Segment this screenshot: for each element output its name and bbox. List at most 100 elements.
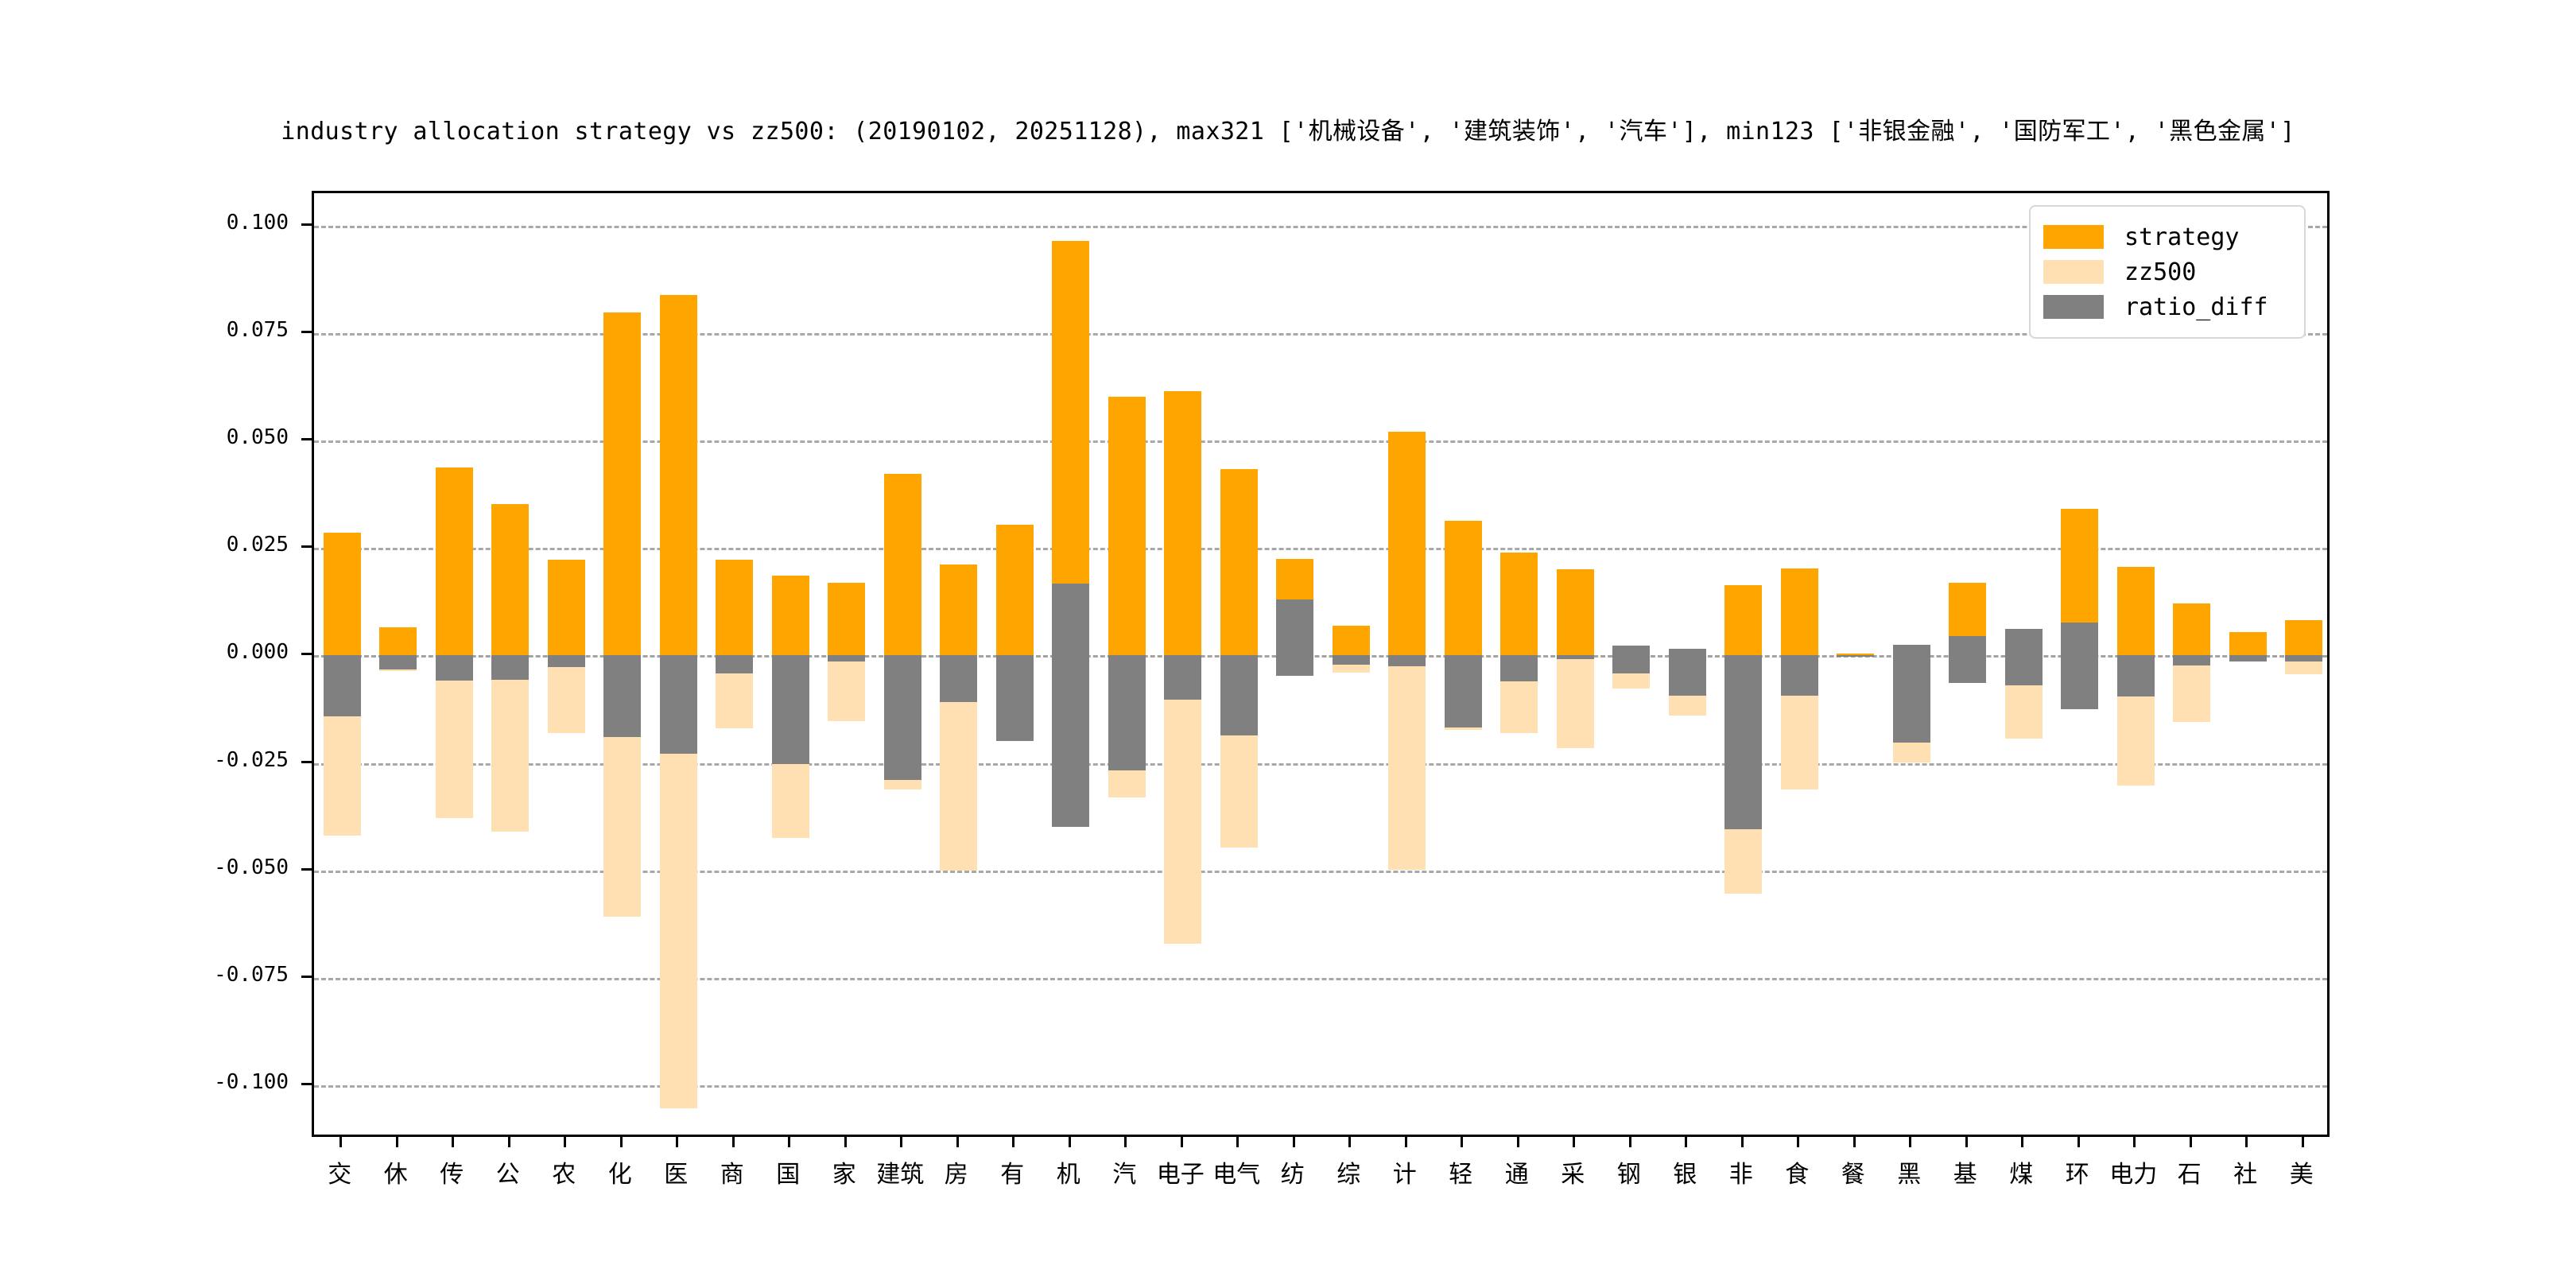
bar-segment-ratio-diff bbox=[1500, 655, 1538, 681]
bar-segment-strategy bbox=[547, 560, 585, 656]
bar-segment-strategy bbox=[940, 564, 977, 656]
bar-segment-strategy bbox=[1164, 390, 1201, 656]
y-tick-label: -0.050 bbox=[214, 855, 289, 879]
x-tick-mark bbox=[2021, 1137, 2024, 1147]
bar-segment-ratio-diff bbox=[1556, 655, 1594, 659]
bar-group bbox=[547, 193, 585, 1135]
bar-segment-ratio-diff bbox=[995, 655, 1034, 742]
bar-segment-ratio-diff bbox=[2061, 622, 2098, 709]
bar-segment-ratio-diff bbox=[1276, 599, 1313, 676]
bar-group bbox=[1164, 193, 1201, 1135]
x-tick-label: 非 bbox=[1728, 1161, 1753, 1189]
x-tick-mark bbox=[1180, 1137, 1183, 1147]
x-tick-label: 美 bbox=[2289, 1161, 2314, 1189]
bar-segment-ratio-diff bbox=[379, 655, 417, 669]
x-tick-label: 建筑 bbox=[876, 1161, 925, 1189]
bar-group bbox=[491, 193, 529, 1135]
bar-group bbox=[716, 193, 753, 1135]
bar-segment-strategy bbox=[435, 467, 473, 656]
bar-segment-zz500 bbox=[2173, 655, 2210, 723]
x-tick-mark bbox=[339, 1137, 343, 1147]
x-tick-mark bbox=[676, 1137, 679, 1147]
x-tick-label: 银 bbox=[1673, 1161, 1697, 1189]
bar-segment-ratio-diff bbox=[491, 655, 529, 681]
x-tick-mark bbox=[1797, 1137, 1800, 1147]
gridline bbox=[314, 978, 2327, 981]
x-tick-label: 家 bbox=[832, 1161, 856, 1189]
bar-segment-strategy bbox=[2173, 603, 2210, 656]
x-tick-mark bbox=[1404, 1137, 1407, 1147]
bar-group bbox=[2116, 193, 2155, 1135]
x-tick-label: 电气 bbox=[1212, 1161, 1261, 1189]
bar-segment-strategy bbox=[716, 560, 753, 656]
bar-group bbox=[2285, 193, 2322, 1135]
bar-segment-strategy bbox=[995, 524, 1034, 656]
bar-group bbox=[771, 193, 809, 1135]
bar-group bbox=[1220, 193, 1258, 1135]
plot-area bbox=[312, 191, 2330, 1137]
bar-segment-strategy bbox=[1220, 469, 1258, 656]
bar-segment-ratio-diff bbox=[1724, 655, 1762, 829]
bar-segment-strategy bbox=[1556, 569, 1594, 656]
x-tick-mark bbox=[788, 1137, 791, 1147]
x-tick-mark bbox=[1124, 1137, 1127, 1147]
bar-group bbox=[1276, 193, 1313, 1135]
bar-group bbox=[1612, 193, 1650, 1135]
bar-group bbox=[1444, 193, 1482, 1135]
x-tick-label: 轻 bbox=[1449, 1161, 1473, 1189]
chart-title: industry allocation strategy vs zz500: (… bbox=[281, 118, 2295, 145]
x-tick-mark bbox=[619, 1137, 623, 1147]
bar-segment-ratio-diff bbox=[771, 655, 809, 764]
bar-group bbox=[2173, 193, 2210, 1135]
x-tick-mark bbox=[900, 1137, 903, 1147]
x-tick-label: 煤 bbox=[2009, 1161, 2034, 1189]
bar-segment-strategy bbox=[2116, 566, 2155, 656]
x-tick-mark bbox=[2301, 1137, 2304, 1147]
y-tick-mark bbox=[301, 867, 312, 871]
bar-group bbox=[379, 193, 417, 1135]
x-tick-label: 国 bbox=[776, 1161, 801, 1189]
legend-label-zz500: zz500 bbox=[2124, 258, 2197, 286]
x-tick-mark bbox=[1068, 1137, 1071, 1147]
y-tick-label: 0.050 bbox=[226, 425, 289, 450]
bar-group bbox=[883, 193, 921, 1135]
bar-group bbox=[828, 193, 865, 1135]
legend-item-strategy: strategy bbox=[2043, 219, 2290, 254]
bar-segment-ratio-diff bbox=[435, 655, 473, 681]
x-tick-mark bbox=[1236, 1137, 1240, 1147]
y-tick-mark bbox=[301, 223, 312, 226]
x-tick-label: 计 bbox=[1392, 1161, 1417, 1189]
x-tick-label: 黑 bbox=[1897, 1161, 1922, 1189]
y-tick-label: -0.075 bbox=[214, 963, 289, 987]
bar-segment-strategy bbox=[1108, 397, 1146, 656]
x-tick-mark bbox=[1965, 1137, 1968, 1147]
legend-swatch-zz500 bbox=[2043, 260, 2104, 284]
x-tick-mark bbox=[1909, 1137, 1912, 1147]
x-tick-label: 有 bbox=[1000, 1161, 1025, 1189]
bar-segment-ratio-diff bbox=[1220, 655, 1258, 736]
bar-segment-ratio-diff bbox=[1388, 655, 1426, 666]
x-tick-mark bbox=[1348, 1137, 1352, 1147]
x-tick-mark bbox=[564, 1137, 567, 1147]
bar-segment-ratio-diff bbox=[716, 655, 753, 673]
x-tick-label: 休 bbox=[383, 1161, 408, 1189]
x-tick-label: 汽 bbox=[1112, 1161, 1137, 1189]
y-tick-mark bbox=[301, 438, 312, 441]
bar-segment-ratio-diff bbox=[1164, 655, 1201, 700]
bar-segment-ratio-diff bbox=[2285, 655, 2322, 661]
bar-segment-ratio-diff bbox=[2116, 655, 2155, 696]
bar-group bbox=[1837, 193, 1874, 1135]
x-tick-label: 农 bbox=[552, 1161, 576, 1189]
x-tick-mark bbox=[1012, 1137, 1015, 1147]
y-tick-label: 0.075 bbox=[226, 317, 289, 342]
x-tick-mark bbox=[1740, 1137, 1744, 1147]
legend-swatch-strategy bbox=[2043, 225, 2104, 249]
bar-segment-strategy bbox=[1388, 431, 1426, 656]
x-tick-label: 社 bbox=[2233, 1161, 2258, 1189]
x-tick-mark bbox=[1516, 1137, 1519, 1147]
bar-segment-ratio-diff bbox=[1052, 584, 1089, 828]
bar-group bbox=[1332, 193, 1370, 1135]
bar-segment-zz500 bbox=[1556, 655, 1594, 748]
x-tick-label: 钢 bbox=[1616, 1161, 1641, 1189]
